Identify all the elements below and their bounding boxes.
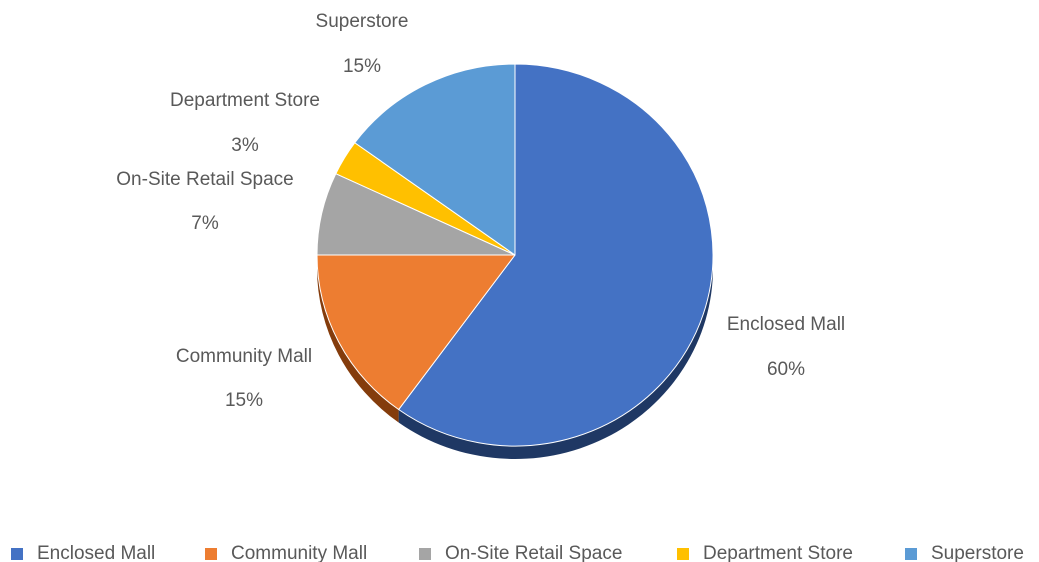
legend-item-enclosed-mall: Enclosed Mall	[11, 543, 155, 562]
chart-legend: Enclosed Mall Community Mall On-Site Retai…	[11, 543, 1024, 562]
legend-item-department-store: Department Store	[677, 543, 853, 562]
slice-label-superstore: Superstore	[316, 11, 409, 32]
legend-item-superstore: Superstore	[905, 543, 1024, 562]
pie-data-labels: Enclosed Mall 60% Community Mall 15% On-Site…	[116, 11, 845, 411]
legend-item-community-mall: Community Mall	[205, 543, 367, 562]
legend-label: On-Site Retail Space	[445, 543, 622, 562]
slice-percent-superstore: 15%	[343, 56, 381, 77]
slice-percent-on-site-retail-space: 7%	[191, 213, 219, 234]
pie-slice-superstore	[354, 63, 516, 256]
slice-percent-department-store: 3%	[231, 135, 259, 156]
pie-slice-enclosed-mall	[398, 63, 714, 447]
legend-swatch	[677, 548, 689, 560]
legend-swatch	[905, 548, 917, 560]
legend-swatch	[419, 548, 431, 560]
pie-slices	[316, 63, 714, 447]
legend-item-on-site-retail-space: On-Site Retail Space	[419, 543, 622, 562]
legend-swatch	[11, 548, 23, 560]
slice-percent-community-mall: 15%	[225, 390, 263, 411]
slice-label-on-site-retail-space: On-Site Retail Space	[116, 169, 293, 190]
legend-label: Community Mall	[231, 543, 367, 562]
legend-swatch	[205, 548, 217, 560]
legend-label: Superstore	[931, 543, 1024, 562]
slice-label-department-store: Department Store	[170, 90, 320, 111]
legend-label: Department Store	[703, 543, 853, 562]
legend-label: Enclosed Mall	[37, 543, 155, 562]
slice-label-community-mall: Community Mall	[176, 346, 312, 367]
slice-percent-enclosed-mall: 60%	[767, 359, 805, 380]
pie-slice-community-mall	[316, 254, 516, 411]
slice-label-enclosed-mall: Enclosed Mall	[727, 314, 845, 335]
pie-slice-side-community-mall	[317, 255, 399, 423]
